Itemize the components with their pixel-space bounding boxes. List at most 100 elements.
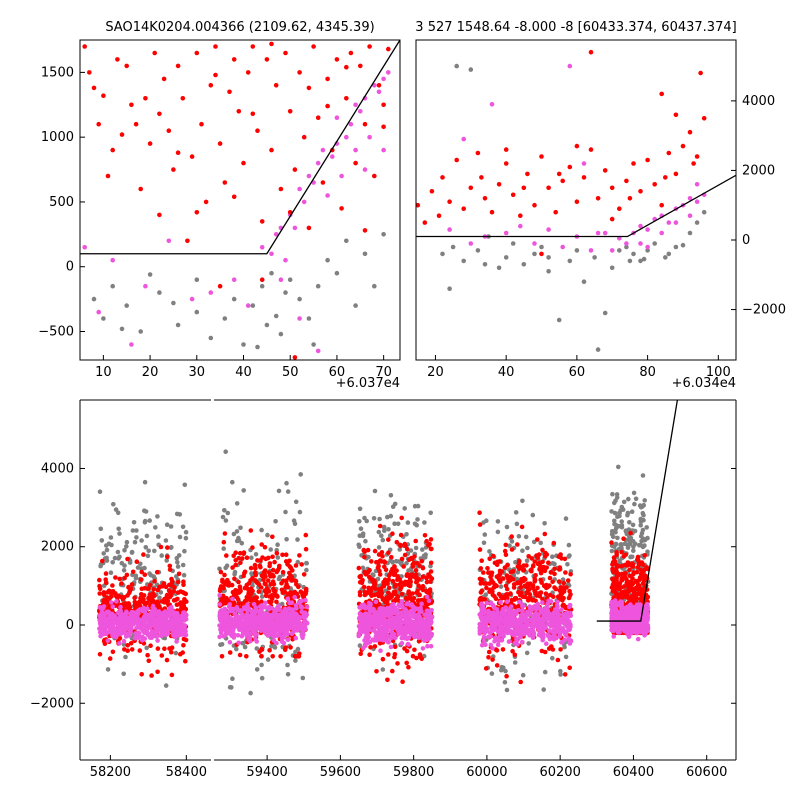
- panel-3-point-grey: [404, 532, 409, 537]
- panel-3-point-red: [97, 591, 102, 596]
- panel-3-point-magenta: [271, 638, 277, 643]
- panel-3-point-grey: [412, 521, 418, 527]
- panel-3-point-red: [547, 575, 553, 581]
- panel-2-point-0: [546, 255, 551, 260]
- panel-3-point-grey: [168, 545, 174, 551]
- panel-3-point-red: [533, 573, 538, 578]
- panel-3-point-magenta: [236, 640, 241, 646]
- panel-3-point-red: [301, 572, 307, 577]
- panel-3-point-red: [392, 582, 398, 587]
- panel-3-point-red: [392, 654, 397, 660]
- panel-2-point-0: [461, 258, 467, 264]
- panel-1-point-0: [273, 313, 279, 319]
- panel-3-point-magenta: [357, 611, 363, 616]
- panel-1-frame: [79, 39, 401, 361]
- panel-3-point-magenta: [400, 604, 405, 609]
- panel-2-point-2: [617, 206, 622, 211]
- panel-3-point-grey: [627, 520, 632, 525]
- panel-2-point-1: [624, 241, 629, 246]
- panel-3-point-magenta: [384, 632, 390, 637]
- panel-3-point-red: [130, 569, 136, 575]
- panel-3-point-grey: [402, 506, 408, 511]
- panel-3-point-red: [248, 598, 253, 603]
- panel-3-point-magenta: [287, 600, 292, 606]
- panel-3-point-red: [538, 577, 543, 583]
- panel-3-point-red: [427, 541, 432, 547]
- panel-1-point-0: [297, 296, 302, 302]
- panel-3-point-red: [479, 558, 485, 563]
- panel-3-point-red: [178, 589, 183, 594]
- panel-3-point-red: [231, 553, 236, 559]
- panel-1-point-2: [306, 85, 312, 91]
- panel-1-x-tick-label: 20: [142, 365, 159, 380]
- panel-2-point-0: [641, 256, 647, 262]
- panel-3-point-magenta: [280, 611, 285, 616]
- panel-3-point-grey: [275, 555, 281, 560]
- panel-3-point-magenta: [488, 600, 494, 606]
- panel-3-point-magenta: [162, 610, 168, 616]
- panel-3-point-magenta: [524, 622, 529, 627]
- panel-3-point-magenta: [235, 633, 241, 638]
- panel-3-point-red: [125, 556, 130, 562]
- panel-3-point-magenta: [378, 648, 383, 653]
- panel-2-point-2: [574, 143, 580, 149]
- panel-3-point-grey: [285, 672, 291, 677]
- panel-3-point-magenta: [499, 617, 505, 622]
- panel-3-point-grey: [241, 488, 246, 493]
- panel-3-point-magenta: [499, 630, 505, 635]
- panel-2-point-1: [532, 241, 537, 246]
- panel-3-point-magenta: [391, 625, 397, 631]
- panel-3-point-magenta: [402, 631, 407, 636]
- panel-3-point-red: [402, 552, 408, 558]
- panel-3-point-red: [406, 664, 411, 670]
- panel-3-point-grey: [229, 685, 234, 690]
- panel-3-point-red: [246, 581, 252, 586]
- panel-3-point-magenta: [265, 605, 270, 610]
- panel-1-point-2: [259, 219, 265, 224]
- panel-3-point-red: [477, 576, 483, 582]
- panel-3-point-magenta: [551, 628, 556, 634]
- panel-3-point-magenta: [149, 635, 154, 640]
- panel-2-point-1: [673, 220, 679, 225]
- panel-3-point-grey: [124, 544, 129, 549]
- panel-1-point-2: [119, 132, 125, 137]
- panel-3-point-red: [530, 563, 536, 569]
- panel-3-point-magenta: [277, 616, 282, 622]
- panel-3-point-magenta: [246, 635, 251, 641]
- panel-1-point-2: [292, 167, 298, 172]
- panel-3-point-red: [165, 545, 170, 550]
- panel-3-point-grey: [254, 646, 260, 651]
- panel-3-point-magenta: [370, 607, 376, 612]
- panel-3-point-red: [244, 654, 249, 659]
- panel-3-point-red: [183, 591, 188, 597]
- panel-2-point-2: [666, 150, 672, 156]
- panel-3-point-red: [233, 588, 238, 593]
- panel-3-point-red: [377, 523, 383, 529]
- panel-3-point-magenta: [260, 626, 265, 632]
- panel-3-point-magenta: [167, 613, 172, 619]
- panel-1-x-tick-label: 10: [95, 365, 112, 380]
- panel-3-point-magenta: [245, 630, 251, 635]
- panel-3-point-grey: [637, 542, 642, 548]
- panel-3-point-grey: [175, 559, 180, 565]
- panel-3-point-magenta: [396, 631, 401, 637]
- panel-3-point-red: [125, 643, 130, 648]
- panel-3-point-grey: [388, 493, 394, 498]
- panel-1-point-0: [110, 283, 115, 289]
- panel-3-point-magenta: [538, 617, 544, 622]
- panel-3-point-red: [147, 582, 153, 588]
- panel-3-point-red: [372, 644, 378, 649]
- panel-3-point-magenta: [559, 607, 564, 612]
- panel-3-point-red: [412, 647, 417, 653]
- panel-3-point-red: [107, 656, 113, 661]
- panel-1-point-0: [372, 283, 377, 289]
- panel-3-point-grey: [295, 537, 300, 542]
- panel-1-point-0: [311, 342, 316, 347]
- panel-3-point-magenta: [532, 603, 538, 609]
- panel-3-point-magenta: [424, 594, 430, 600]
- panel-2-point-0: [673, 244, 679, 250]
- panel-3-point-red: [564, 585, 569, 590]
- panel-1-point-1: [208, 290, 214, 295]
